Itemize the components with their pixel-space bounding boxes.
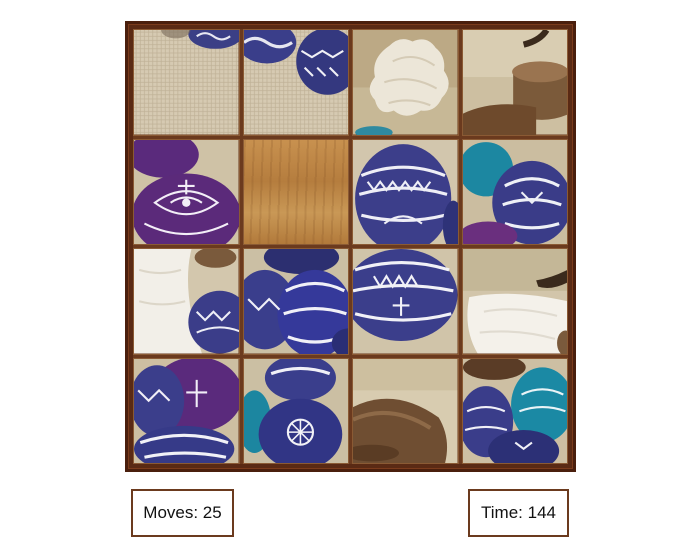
- puzzle-tile[interactable]: [133, 248, 240, 355]
- puzzle-tile[interactable]: [242, 29, 349, 136]
- puzzle-tile[interactable]: [352, 138, 459, 245]
- moves-counter: Moves: 25: [131, 489, 234, 537]
- puzzle-tile[interactable]: [242, 357, 349, 464]
- puzzle-tile[interactable]: [133, 138, 240, 245]
- puzzle-tile[interactable]: [461, 138, 568, 245]
- puzzle-tile[interactable]: [352, 357, 459, 464]
- puzzle-grid: [133, 29, 568, 464]
- empty-slot: [242, 138, 349, 245]
- puzzle-tile[interactable]: [461, 357, 568, 464]
- puzzle-tile[interactable]: [133, 29, 240, 136]
- puzzle-board: [125, 21, 576, 472]
- puzzle-tile[interactable]: [352, 248, 459, 355]
- puzzle-tile[interactable]: [133, 357, 240, 464]
- puzzle-tile[interactable]: [352, 29, 459, 136]
- puzzle-tile[interactable]: [461, 248, 568, 355]
- puzzle-tile[interactable]: [242, 248, 349, 355]
- puzzle-tile[interactable]: [461, 29, 568, 136]
- time-counter: Time: 144: [468, 489, 569, 537]
